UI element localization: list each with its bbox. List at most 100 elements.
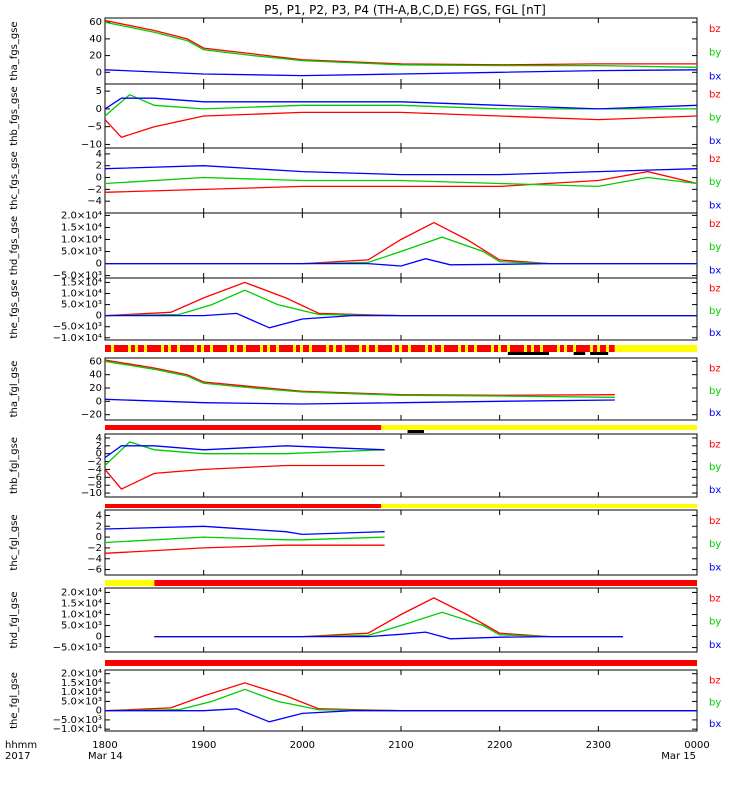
flag-segment-red (204, 345, 210, 352)
panel-tha_fgl_gse: 60 40 20 0 −20 tha_fgl_gse bz by bx (9, 356, 721, 420)
y-tick-label: 1.5×10⁴ (61, 678, 102, 689)
legend-by: by (709, 113, 721, 124)
panel-frame (104, 277, 698, 341)
panel-frame (104, 83, 698, 149)
y-tick-label: 40 (89, 34, 102, 45)
y-tick-label: −1.0×10⁴ (53, 333, 102, 344)
flag-segment-red (237, 345, 243, 352)
legend-by: by (709, 48, 721, 59)
y-tick-label: −20 (81, 410, 102, 421)
y-tick-label: 2 (96, 441, 102, 452)
legend-bz: bz (709, 219, 721, 230)
flag-segment-red (197, 345, 201, 352)
series-line-by (105, 236, 697, 265)
x-tick-label: 2200 (487, 740, 512, 751)
flag-segment-red (336, 345, 342, 352)
panel-frame (104, 433, 698, 498)
flag-segment-red (395, 345, 399, 352)
flag-segment-red (402, 345, 408, 352)
legend-bx: bx (709, 328, 721, 339)
series-line-bx (105, 708, 697, 723)
y-tick-label: 1.5×10⁴ (61, 598, 102, 609)
y-tick-label: 2.0×10⁴ (61, 210, 102, 221)
y-tick-label: −5.0×10³ (53, 643, 102, 654)
flag-segment-red (534, 345, 540, 352)
flag-segment-red (270, 345, 276, 352)
flag-segment-red (131, 345, 135, 352)
y-tick-label: 2 (96, 161, 102, 172)
series-line-bx (104, 165, 698, 176)
legend-bz: bz (709, 154, 721, 165)
x-tick-label: 2100 (388, 740, 413, 751)
time-axis-date-right: Mar 15 (661, 751, 696, 762)
series-line-bx (104, 445, 385, 459)
flag-segment-red (468, 345, 474, 352)
legend-by: by (709, 386, 721, 397)
flag-bar-0 (105, 345, 697, 355)
flag-segment-red (527, 345, 531, 352)
legend-bx: bx (709, 485, 721, 496)
y-tick-label: −2 (87, 184, 102, 195)
legend-bz: bz (709, 594, 721, 605)
y-tick-label: 0 (96, 311, 102, 322)
y-tick-label: 2.0×10⁴ (61, 587, 102, 598)
flag-segment-red (567, 345, 573, 352)
y-axis-label: thc_fgl_gse (9, 514, 20, 570)
y-tick-label: 2 (96, 521, 102, 532)
flag-segment-red (560, 345, 564, 352)
flag-segment-red (345, 345, 359, 352)
series-line-bz (154, 597, 623, 638)
y-tick-label: 1.5×10⁴ (61, 277, 102, 288)
flag-segment-red (154, 580, 698, 586)
y-tick-label: 5.0×10³ (61, 300, 102, 311)
legend-bx: bx (709, 201, 721, 212)
y-axis-label: thd_fgs_gse (9, 216, 20, 275)
flag-segment-red (444, 345, 458, 352)
panel-frame (104, 509, 698, 576)
series-line-bz (104, 359, 615, 396)
series-line-bz (105, 221, 697, 265)
flag-segment-red (105, 425, 382, 430)
panel-thc_fgs_gse: 420−2−4 thc_fgs_gse bz by bx (9, 147, 721, 214)
y-tick-label: −4 (87, 464, 102, 475)
flag-segment-red (428, 345, 432, 352)
panel-frame (104, 212, 698, 279)
legend-bz: bz (709, 516, 721, 527)
flag-segment-red (378, 345, 392, 352)
y-tick-label: 60 (89, 356, 102, 367)
flag-segment-red (576, 345, 590, 352)
flag-bar-3 (105, 580, 698, 586)
y-tick-label: 4 (96, 433, 102, 444)
series-line-bx (104, 525, 385, 536)
y-tick-label: 0 (96, 396, 102, 407)
y-tick-label: 0 (96, 706, 102, 717)
y-tick-label: 5.0×10³ (61, 247, 102, 258)
y-tick-label: −6 (87, 472, 102, 483)
legend-bx: bx (709, 719, 721, 730)
plot-title: P5, P1, P2, P3, P4 (TH-A,B,C,D,E) FGS, F… (264, 3, 546, 17)
flag-segment-red (501, 345, 507, 352)
y-tick-label: −4 (87, 554, 102, 565)
legend-bz: bz (709, 90, 721, 101)
flag-segment-red (171, 345, 177, 352)
flag-segment-red (138, 345, 144, 352)
flag-segment-red (263, 345, 267, 352)
flag-segment-black (573, 352, 586, 355)
panel-frame (104, 587, 698, 653)
y-tick-label: −6 (87, 565, 102, 576)
x-tick-label: 1900 (191, 740, 216, 751)
panel-thb_fgs_gse: 5 0 −5 −10 thb_fgs_gse bz by bx (9, 83, 721, 150)
y-tick-label: −2 (87, 543, 102, 554)
y-tick-label: −2 (87, 457, 102, 468)
y-tick-label: −5 (87, 122, 102, 133)
flag-segment-red (213, 345, 227, 352)
legend-by: by (709, 539, 721, 550)
legend-bx: bx (709, 563, 721, 574)
y-tick-label: 0 (96, 449, 102, 460)
legend-bx: bx (709, 71, 721, 82)
legend-by: by (709, 697, 721, 708)
